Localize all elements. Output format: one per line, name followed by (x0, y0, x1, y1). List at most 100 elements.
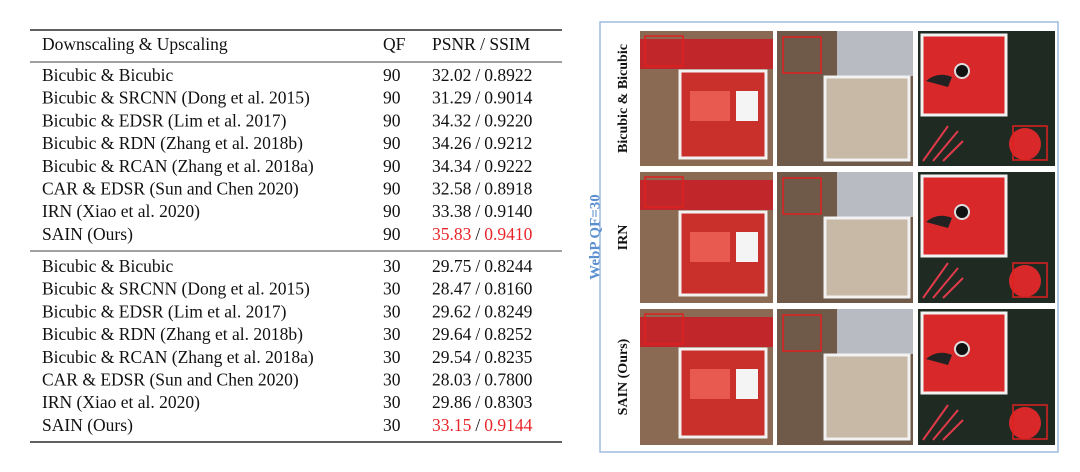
ssim-value: 0.9140 (484, 201, 532, 221)
separator: / (475, 201, 480, 221)
method-cell: CAR & EDSR (Sun and Chen 2020) (42, 179, 299, 199)
method-cell: SAIN (Ours) (42, 224, 133, 244)
bird-small (1009, 128, 1041, 160)
ssim-value: 0.8249 (484, 301, 532, 321)
header-cell: QF (383, 34, 406, 54)
qf-cell: 30 (383, 370, 401, 390)
psnr-value: 34.26 (432, 133, 472, 153)
header-cell: Downscaling & Upscaling (42, 34, 228, 54)
method-cell: Bicubic & RDN (Zhang et al. 2018b) (42, 324, 303, 344)
score-cell: 29.64/0.8252 (432, 324, 532, 344)
psnr-value: 29.86 (432, 392, 472, 412)
qf-cell: 30 (383, 347, 401, 367)
bird-beak (926, 352, 952, 365)
ssim-value: 0.7800 (484, 370, 532, 390)
method-cell: IRN (Xiao et al. 2020) (42, 201, 200, 221)
score-cell: 35.83/0.9410 (432, 224, 533, 244)
separator: / (475, 370, 480, 390)
ssim-value: 0.8303 (484, 392, 532, 412)
separator: / (475, 88, 480, 108)
psnr-value: 28.03 (432, 370, 472, 390)
psnr-value: 29.64 (432, 324, 472, 344)
separator: / (475, 133, 480, 153)
photo-sign (640, 180, 773, 210)
bird-small (1009, 265, 1041, 297)
score-cell: 29.62/0.8249 (432, 301, 533, 321)
psnr-value: 35.83 (432, 224, 472, 244)
qf-cell: 30 (383, 256, 401, 276)
method-cell: Bicubic & RDN (Zhang et al. 2018b) (42, 133, 303, 153)
qf-cell: 90 (383, 88, 401, 108)
zoom-inset (823, 353, 911, 441)
feathers (922, 125, 964, 162)
separator: / (475, 392, 480, 412)
qf-cell: 90 (383, 65, 401, 85)
ssim-value: 0.9222 (484, 156, 532, 176)
psnr-value: 29.62 (432, 301, 471, 321)
method-cell: IRN (Xiao et al. 2020) (42, 392, 200, 412)
photo-sign (640, 317, 773, 347)
row-label: Bicubic & Bicubic (616, 44, 631, 153)
bird-small (1009, 407, 1041, 439)
feathers (922, 404, 964, 441)
inset-detail (736, 91, 758, 121)
photo-bridge (837, 309, 913, 354)
zoom-box (644, 313, 684, 345)
separator: / (475, 279, 480, 299)
ssim-value: 0.8922 (484, 65, 532, 85)
score-cell: 33.38/0.9140 (432, 201, 533, 221)
ssim-value: 0.8160 (484, 279, 532, 299)
method-cell: Bicubic & EDSR (Lim et al. 2017) (42, 301, 287, 321)
row-label: IRN (616, 225, 631, 251)
separator: / (475, 415, 480, 435)
score-cell: 34.32/0.9220 (432, 110, 533, 130)
method-cell: Bicubic & EDSR (Lim et al. 2017) (42, 110, 287, 130)
method-cell: SAIN (Ours) (42, 415, 133, 435)
inset-detail (736, 232, 758, 262)
psnr-value: 34.34 (432, 156, 472, 176)
zoom-box (1012, 262, 1048, 298)
method-cell: CAR & EDSR (Sun and Chen 2020) (42, 370, 299, 390)
psnr-value: 29.54 (432, 347, 472, 367)
qf-cell: 90 (383, 133, 401, 153)
score-cell: 33.15/0.9144 (432, 415, 533, 435)
psnr-value: 33.15 (432, 415, 472, 435)
qf-cell: 90 (383, 179, 401, 199)
qf-cell: 90 (383, 201, 401, 221)
psnr-value: 32.02 (432, 65, 471, 85)
method-cell: Bicubic & Bicubic (42, 256, 173, 276)
psnr-value: 29.75 (432, 256, 472, 276)
bird-eye (954, 63, 970, 79)
feathers (922, 262, 964, 299)
separator: / (475, 301, 480, 321)
psnr-value: 28.47 (432, 279, 472, 299)
bird-eye (954, 204, 970, 220)
score-cell: 34.34/0.9222 (432, 156, 532, 176)
qf-cell: 90 (383, 110, 401, 130)
ssim-value: 0.8235 (484, 347, 532, 367)
qf-cell: 90 (383, 156, 401, 176)
score-cell: 29.54/0.8235 (432, 347, 533, 367)
zoom-box (1012, 125, 1048, 161)
qf-cell: 30 (383, 324, 401, 344)
separator: / (475, 179, 480, 199)
ssim-value: 0.8918 (484, 179, 532, 199)
zoom-box (644, 176, 684, 208)
separator: / (475, 224, 480, 244)
photo-bridge (837, 31, 913, 76)
bird-eye (954, 341, 970, 357)
method-cell: Bicubic & Bicubic (42, 65, 173, 85)
ssim-value: 0.8252 (484, 324, 532, 344)
score-cell: 29.86/0.8303 (432, 392, 533, 412)
separator: / (475, 156, 480, 176)
qf-cell: 90 (383, 224, 401, 244)
psnr-value: 32.58 (432, 179, 472, 199)
inset-detail (736, 369, 758, 399)
ssim-value: 0.8244 (484, 256, 532, 276)
score-cell: 32.58/0.8918 (432, 179, 533, 199)
ssim-value: 0.9220 (484, 110, 532, 130)
score-cell: 29.75/0.8244 (432, 256, 533, 276)
zoom-box (644, 35, 684, 67)
inset-detail (690, 232, 730, 262)
side-label: WebP QF=30 (587, 194, 603, 280)
